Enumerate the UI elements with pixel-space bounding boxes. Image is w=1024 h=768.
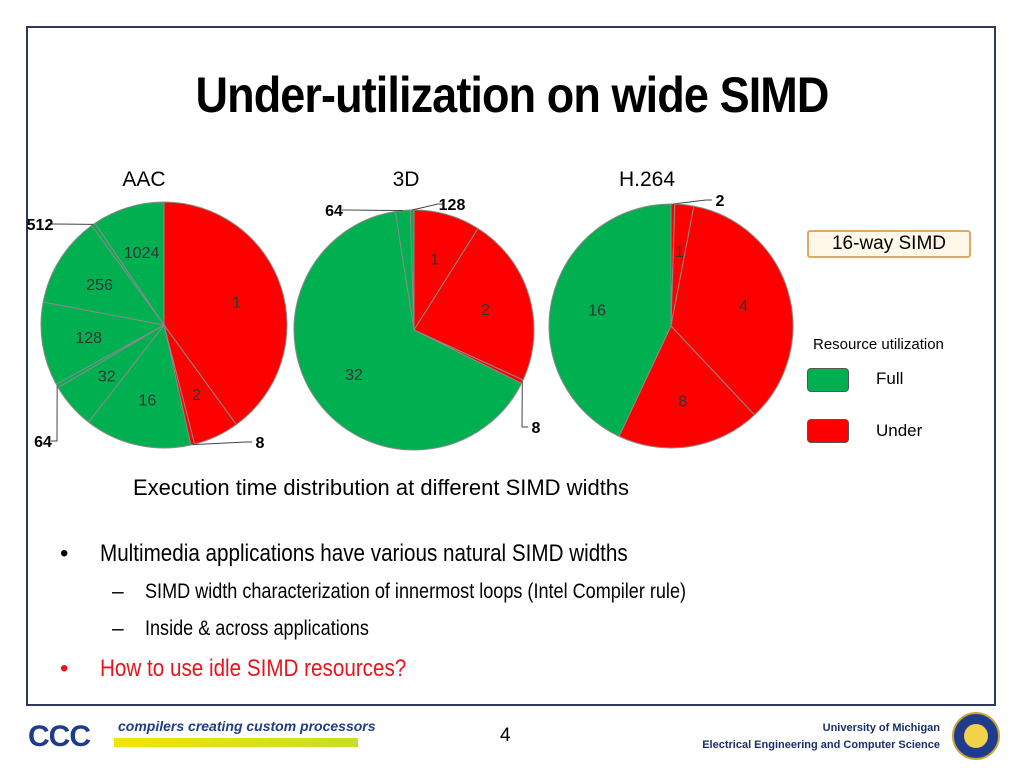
pie-slice-label: 4 (739, 298, 748, 315)
pie-slice (40, 301, 166, 385)
pie-slice-label: 128 (439, 197, 466, 214)
page-number: 4 (500, 725, 511, 746)
pie-slice-label: 8 (256, 435, 265, 452)
dash-mark: – (112, 580, 124, 603)
legend-title: Resource utilization (813, 336, 944, 353)
pie-slice-label: 32 (345, 367, 363, 384)
ccc-logo-text: CCC (28, 720, 91, 753)
logo-tagline: compilers creating custom processors (118, 718, 376, 734)
pie-slice-label: 1 (430, 252, 439, 269)
callout-line (672, 199, 712, 205)
pie-slice-label: 8 (678, 394, 687, 411)
sub-bullet-text: Inside & across applications (145, 617, 369, 640)
bullet-mark: • (60, 540, 69, 567)
pie-slice-label: 1 (232, 294, 241, 311)
bullet-text: Multimedia applications have various nat… (100, 540, 628, 567)
pie-slice (87, 323, 192, 449)
pie-slice-label: 16 (138, 392, 156, 409)
pie-slice-label: 32 (98, 368, 116, 385)
pie-slice-label: 16 (588, 302, 606, 319)
pie-slice-label: 2 (481, 302, 490, 319)
callout-line (412, 203, 444, 211)
pie-slice-label: 2 (192, 387, 201, 404)
pie-slice (618, 325, 756, 449)
university-seal-icon (952, 712, 1000, 760)
pie-slice-label: 64 (325, 203, 343, 220)
department-name: Electrical Engineering and Computer Scie… (702, 739, 940, 751)
legend-swatch-under (807, 419, 849, 443)
pie-title-aac: AAC (122, 168, 166, 191)
slide-title: Under-utilization on wide SIMD (195, 67, 830, 123)
university-name: University of Michigan (822, 722, 940, 734)
pie-slice (413, 227, 535, 381)
dash-mark: – (112, 617, 124, 640)
sub-bullet-text: SIMD width characterization of innermost… (145, 580, 687, 603)
pie-slice-label: 1 (675, 244, 684, 261)
ccc-logo: CCC compilers creating custom processors (28, 716, 376, 756)
pie-title-h264: H.264 (618, 168, 676, 191)
slide-frame (26, 26, 996, 706)
pie-slice-label: 8 (532, 420, 541, 437)
legend-label-full: Full (876, 369, 904, 388)
pie-slice (670, 205, 794, 416)
pie-slice (293, 210, 523, 451)
callout-line (521, 381, 528, 428)
legend-swatch-full (807, 368, 849, 392)
pie-slice-label: 128 (75, 330, 102, 347)
simd-width-badge: 16-way SIMD (807, 230, 971, 258)
pie-slice (42, 224, 166, 326)
chart-caption: Execution time distribution at different… (133, 475, 630, 500)
pie-title-3d: 3D (392, 168, 420, 191)
pie-slice (94, 201, 165, 327)
pie-slice-label: 2 (716, 193, 725, 210)
pie-slice-label: 1024 (124, 245, 160, 262)
bullet-text: How to use idle SIMD resources? (100, 655, 407, 682)
callout-line (192, 441, 252, 446)
callout-line (342, 209, 403, 212)
logo-bar (114, 738, 358, 747)
pie-slice-label: 64 (34, 434, 52, 451)
bullet-mark: • (60, 655, 69, 682)
pie-slice-label: 256 (86, 277, 113, 294)
legend-label-under: Under (876, 421, 923, 440)
pie-slice (548, 203, 672, 438)
pie-slice-label: 512 (27, 217, 54, 234)
pie-slice (163, 201, 288, 426)
university-credit: University of Michigan Electrical Engine… (702, 720, 940, 754)
callout-line (51, 385, 58, 442)
